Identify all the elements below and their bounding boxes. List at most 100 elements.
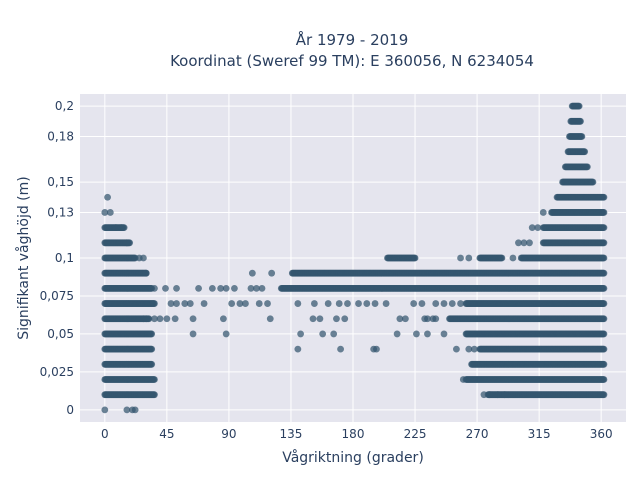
data-point <box>294 345 302 353</box>
data-point <box>231 284 238 292</box>
data-point <box>142 269 150 277</box>
chart-title-line-1: År 1979 - 2019 <box>296 30 409 49</box>
data-point <box>189 330 197 338</box>
data-point <box>494 391 502 399</box>
data-point <box>151 284 158 292</box>
data-points <box>101 102 608 414</box>
grid-lines <box>80 94 626 422</box>
y-tick-label: 0,075 <box>40 289 74 303</box>
y-tick-label: 0,025 <box>40 365 74 379</box>
data-point <box>539 209 547 216</box>
data-point <box>600 376 608 383</box>
data-point <box>123 406 131 414</box>
x-tick-label: 225 <box>404 427 427 441</box>
y-tick-labels: 0 0,025 0,05 0,075 0,1 0,13 0,15 0,18 0,2 <box>40 99 74 417</box>
data-point <box>162 284 169 292</box>
data-point <box>310 300 318 307</box>
chart-title-line-2: Koordinat (Sweref 99 TM): E 360056, N 62… <box>170 52 534 70</box>
data-point <box>104 193 111 201</box>
data-point <box>448 300 456 307</box>
data-point <box>173 284 180 292</box>
data-point <box>173 300 180 307</box>
data-point <box>396 315 404 323</box>
y-axis-title: Signifikant våghöjd (m) <box>15 176 32 339</box>
x-tick-label: 135 <box>280 427 303 441</box>
data-point <box>424 330 431 338</box>
data-point <box>600 360 608 368</box>
data-point <box>411 254 419 262</box>
data-point <box>418 300 426 307</box>
data-point <box>528 224 536 232</box>
data-point <box>600 224 608 232</box>
data-point <box>600 284 608 292</box>
data-point <box>222 284 230 292</box>
data-point <box>248 269 256 277</box>
data-point <box>297 330 305 338</box>
x-tick-label: 360 <box>590 427 613 441</box>
data-point <box>424 315 431 323</box>
x-tick-label: 180 <box>342 427 365 441</box>
data-point <box>101 209 109 216</box>
data-point <box>217 284 225 292</box>
data-point <box>151 315 158 323</box>
data-point <box>148 330 156 338</box>
data-point <box>583 163 591 171</box>
data-point <box>337 345 344 353</box>
data-point <box>410 300 418 307</box>
data-point <box>575 102 583 110</box>
data-point <box>600 315 608 323</box>
data-point <box>440 330 448 338</box>
data-point <box>440 300 448 307</box>
data-point <box>140 254 147 262</box>
y-tick-label: 0,2 <box>55 99 74 113</box>
data-point <box>181 300 189 307</box>
data-point <box>253 284 260 292</box>
y-tick-label: 0,13 <box>47 205 74 219</box>
data-point <box>578 133 586 140</box>
data-point <box>151 300 158 307</box>
data-point <box>142 315 150 323</box>
data-point <box>470 345 478 353</box>
x-tick-labels: 0 45 90 135 180 225 270 315 360 <box>101 427 613 441</box>
data-point <box>600 193 608 201</box>
data-point <box>401 315 409 323</box>
data-point <box>453 345 460 353</box>
data-point <box>219 315 227 323</box>
data-point <box>268 269 276 277</box>
data-point <box>600 330 608 338</box>
data-point <box>151 391 158 399</box>
data-point <box>189 315 197 323</box>
data-point <box>344 300 351 307</box>
x-tick-label: 0 <box>101 427 109 441</box>
data-point <box>382 300 390 307</box>
data-point <box>432 300 440 307</box>
data-point <box>117 224 125 232</box>
data-point <box>600 209 608 216</box>
data-point <box>167 300 175 307</box>
data-point <box>242 300 249 307</box>
data-point <box>316 315 324 323</box>
data-point <box>309 315 317 323</box>
data-point <box>148 345 156 353</box>
data-point <box>465 345 473 353</box>
data-point <box>324 300 332 307</box>
data-point <box>341 315 349 323</box>
data-point <box>515 239 522 247</box>
data-point <box>163 315 171 323</box>
data-point <box>236 300 244 307</box>
data-point <box>228 300 236 307</box>
data-point <box>600 239 608 247</box>
x-axis-title: Vågriktning (grader) <box>282 449 424 466</box>
data-point <box>151 376 158 383</box>
data-point <box>148 360 156 368</box>
data-point <box>600 300 608 307</box>
data-point <box>600 254 608 262</box>
data-point <box>186 300 194 307</box>
data-point <box>393 330 401 338</box>
data-point <box>131 406 139 414</box>
data-point <box>156 315 164 323</box>
data-point <box>600 391 608 399</box>
x-tick-label: 90 <box>221 427 236 441</box>
